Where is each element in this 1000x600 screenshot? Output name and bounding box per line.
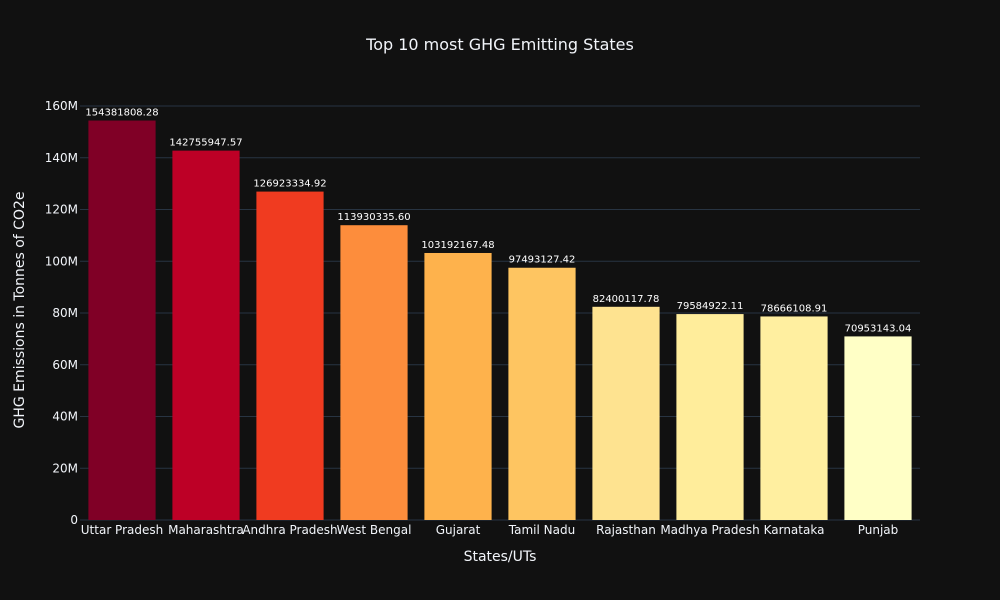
x-tick-label: Punjab: [858, 523, 899, 537]
x-tick-label: Tamil Nadu: [508, 523, 575, 537]
bar-value-label: 113930335.60: [337, 212, 410, 223]
bar-value-label: 103192167.48: [421, 240, 494, 251]
y-axis-title: GHG Emissions in Tonnes of CO2e: [12, 191, 28, 428]
x-tick-label: Andhra Pradesh: [242, 523, 337, 537]
y-tick-label: 20M: [52, 461, 78, 475]
x-tick-label: West Bengal: [337, 523, 412, 537]
x-tick-label: Madhya Pradesh: [660, 523, 759, 537]
bar-value-label: 142755947.57: [169, 138, 242, 149]
bar: [424, 252, 492, 520]
y-tick-label: 60M: [52, 358, 78, 372]
bar-value-label: 78666108.91: [761, 303, 828, 314]
bar-value-label: 154381808.28: [85, 108, 158, 119]
y-tick-label: 120M: [45, 203, 78, 217]
y-tick-label: 80M: [52, 306, 78, 320]
bar: [256, 191, 324, 520]
x-tick-label: Karnataka: [764, 523, 825, 537]
bar-value-label: 82400117.78: [593, 294, 660, 305]
y-tick-label: 100M: [45, 254, 78, 268]
bar-value-label: 70953143.04: [845, 323, 912, 334]
bar: [676, 314, 744, 520]
bar: [592, 306, 660, 520]
x-tick-label: Uttar Pradesh: [81, 523, 163, 537]
bars: [88, 120, 912, 520]
bar: [340, 225, 408, 520]
y-axis-ticks: 0 20M 40M 60M 80M 100M 120M 140M 160M: [45, 99, 78, 527]
y-tick-label: 140M: [45, 151, 78, 165]
bar-value-label: 79584922.11: [677, 301, 744, 312]
x-axis-title: States/UTs: [464, 549, 537, 565]
bar: [760, 316, 828, 520]
bar-value-label: 126923334.92: [253, 179, 326, 190]
y-tick-label: 40M: [52, 410, 78, 424]
x-tick-label: Maharashtra: [168, 523, 244, 537]
bar: [172, 150, 240, 520]
y-tick-label: 160M: [45, 99, 78, 113]
bar-value-labels: 154381808.28 142755947.57 126923334.92 1139…: [85, 108, 911, 335]
x-tick-label: Gujarat: [436, 523, 481, 537]
bar: [88, 120, 156, 520]
bar: [844, 336, 912, 520]
bar: [508, 267, 576, 520]
chart-title: Top 10 most GHG Emitting States: [365, 35, 634, 54]
x-tick-label: Rajasthan: [596, 523, 656, 537]
bar-value-label: 97493127.42: [509, 255, 576, 266]
y-tick-label: 0: [70, 513, 78, 527]
